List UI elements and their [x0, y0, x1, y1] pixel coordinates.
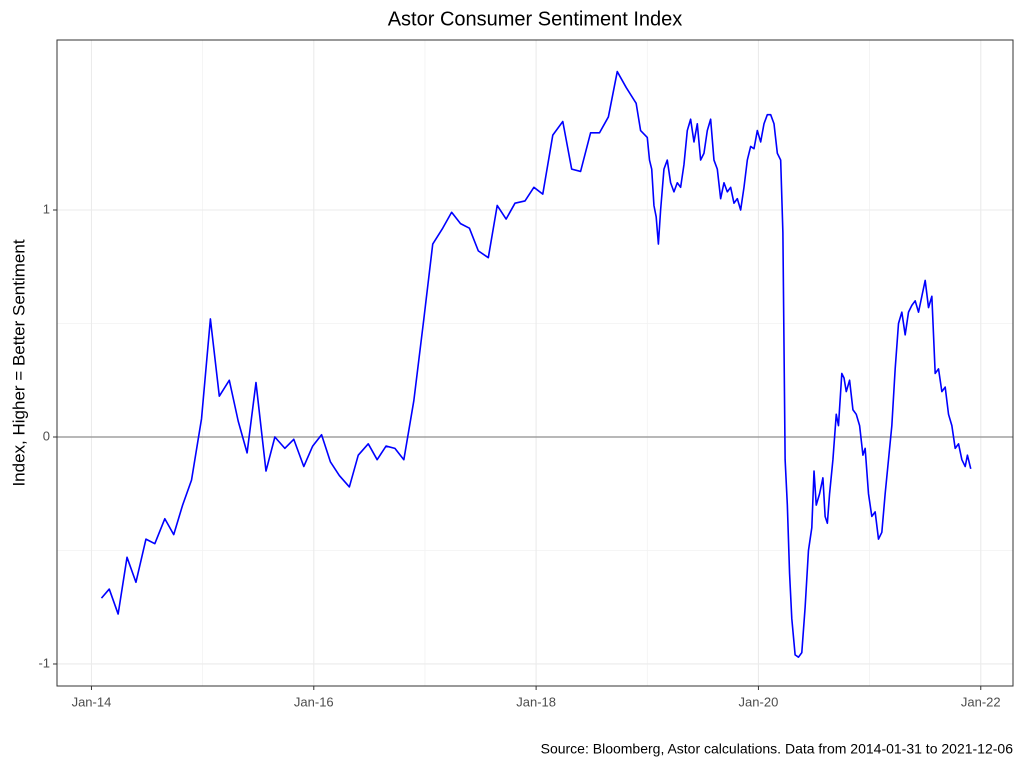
y-tick-label: 0 [43, 428, 50, 443]
plot-border [56, 39, 1014, 687]
x-tick-label: Jan-16 [294, 694, 334, 709]
chart-title: Astor Consumer Sentiment Index [388, 8, 683, 30]
data-line [100, 70, 972, 658]
y-tick-label: 1 [43, 201, 50, 216]
y-axis-label: Index, Higher = Better Sentiment [9, 239, 28, 486]
y-tick-label: -1 [38, 655, 50, 670]
x-tick-label: Jan-20 [739, 694, 779, 709]
x-tick-label: Jan-22 [961, 694, 1001, 709]
x-tick-label: Jan-14 [72, 694, 112, 709]
caption: Source: Bloomberg, Astor calculations. D… [541, 741, 1014, 757]
x-tick-label: Jan-18 [516, 694, 556, 709]
